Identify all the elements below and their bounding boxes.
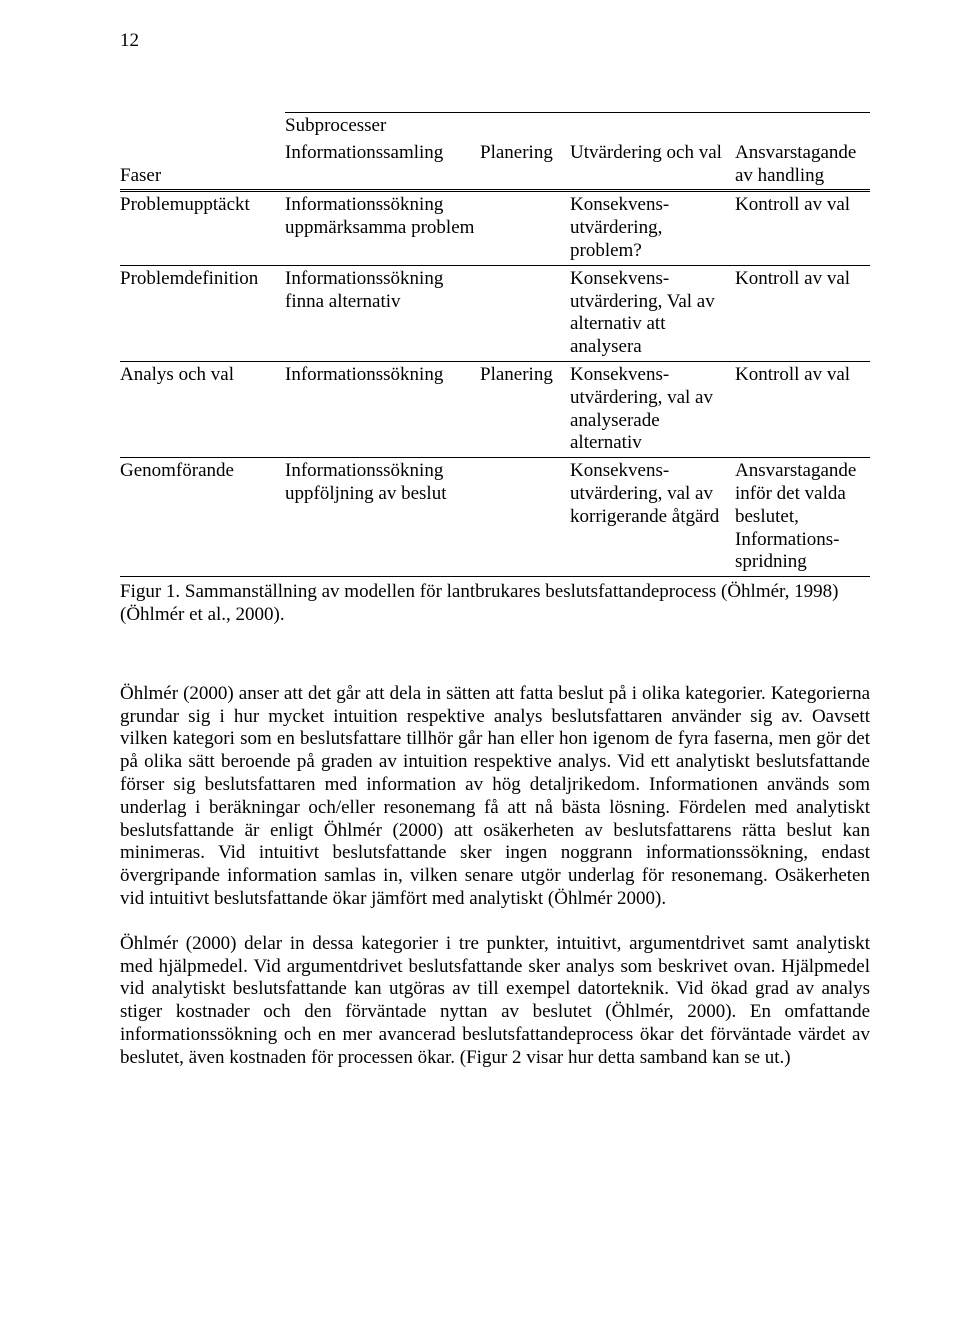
cell-plan [480,265,570,361]
header-col4: Ansvarstagande av handling [735,140,870,191]
cell-info: Informationssökning [285,361,480,457]
cell-ans: Ansvarstagande inför det valda beslutet,… [735,458,870,577]
table-row: Problemupptäckt Informationssökning uppm… [120,191,870,265]
header-faser: Faser [120,140,285,191]
model-table: Subprocesser Faser Informationssamling P… [120,112,870,577]
cell-utv: Konsekvens-utvärdering, val av analysera… [570,361,735,457]
cell-fas: Problemupptäckt [120,191,285,265]
cell-info: Informationssökning uppmärksamma problem [285,191,480,265]
header-row-2: Faser Informationssamling Planering Utvä… [120,140,870,191]
cell-fas: Analys och val [120,361,285,457]
figure-caption: Figur 1. Sammanställning av modellen för… [120,581,870,627]
table-row: Problemdefinition Informationssökning fi… [120,265,870,361]
cell-plan: Planering [480,361,570,457]
cell-utv: Konsekvens-utvärdering, val av korrigera… [570,458,735,577]
cell-plan [480,458,570,577]
cell-ans: Kontroll av val [735,361,870,457]
header-empty [120,113,285,140]
page: 12 Subprocesser Faser Informationssamlin… [0,0,960,1129]
cell-fas: Genomförande [120,458,285,577]
cell-utv: Konsekvens-utvärdering, Val av alternati… [570,265,735,361]
body-paragraph-2: Öhlmér (2000) delar in dessa kategorier … [120,933,870,1070]
table-row: Analys och val Informationssökning Plane… [120,361,870,457]
header-col3: Utvärdering och val [570,140,735,191]
cell-ans: Kontroll av val [735,265,870,361]
cell-fas: Problemdefinition [120,265,285,361]
super-header: Subprocesser [285,113,870,140]
cell-ans: Kontroll av val [735,191,870,265]
cell-plan [480,191,570,265]
page-number: 12 [120,30,870,52]
header-row-1: Subprocesser [120,113,870,140]
cell-utv: Konsekvens-utvärdering, problem? [570,191,735,265]
cell-info: Informationssökning uppföljning av beslu… [285,458,480,577]
cell-info: Informationssökning finna alternativ [285,265,480,361]
header-col2: Planering [480,140,570,191]
header-col1: Informationssamling [285,140,480,191]
body-paragraph-1: Öhlmér (2000) anser att det går att dela… [120,683,870,911]
table-row: Genomförande Informationssökning uppfölj… [120,458,870,577]
